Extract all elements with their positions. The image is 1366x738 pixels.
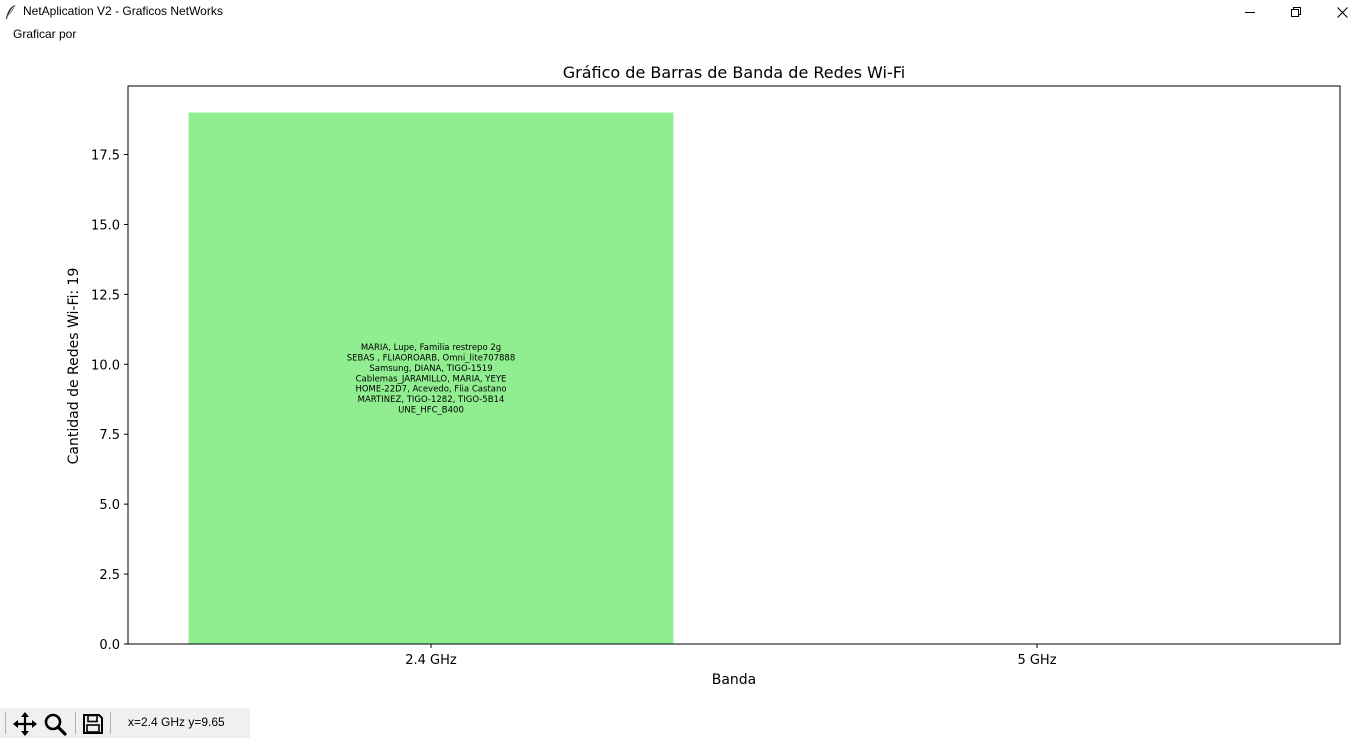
magnifier-icon [44, 713, 67, 736]
close-button[interactable] [1319, 0, 1365, 24]
window-title: NetAplication V2 - Graficos NetWorks [23, 4, 223, 18]
bar-2-4-ghz [188, 112, 674, 645]
toolbar-separator [5, 712, 6, 734]
move-arrows-icon [13, 712, 37, 736]
y-tick-label: 2.5 [99, 568, 120, 583]
toolbar-separator [75, 712, 76, 734]
menu-graficar-por[interactable]: Graficar por [13, 27, 77, 41]
close-icon [1336, 6, 1348, 18]
toolbar-separator [110, 712, 111, 734]
title-bar: NetAplication V2 - Graficos NetWorks [0, 0, 1366, 24]
y-tick-label: 15.0 [91, 218, 120, 233]
y-tick-label: 12.5 [91, 288, 120, 303]
y-axis-label: Cantidad de Redes Wi-Fi: 19 [66, 268, 82, 465]
restore-icon [1291, 7, 1301, 17]
menu-bar: Graficar por [0, 24, 1366, 44]
x-tick-label: 2.4 GHz [405, 653, 457, 668]
bar-annotation-line: UNE_HFC_B400 [398, 405, 464, 415]
bar-annotation-line: Cablemas_JARAMILLO, MARIA, YEYE [356, 374, 507, 384]
save-button[interactable] [80, 711, 106, 737]
x-tick-label: 5 GHz [1017, 653, 1056, 668]
feather-icon [6, 4, 16, 19]
bar-annotation-line: MARTINEZ, TIGO-1282, TIGO-5B14 [358, 395, 505, 405]
y-tick-label: 0.0 [99, 638, 120, 653]
coordinate-readout: x=2.4 GHz y=9.65 [128, 715, 225, 729]
bar-annotation-line: Samsung, DIANA, TIGO-1519 [369, 364, 492, 374]
restore-button[interactable] [1273, 0, 1319, 24]
y-tick-label: 7.5 [99, 428, 120, 443]
floppy-disk-icon [83, 714, 103, 734]
bar-annotation-line: SEBAS , FLIAOROARB, Omni_lite707888 [347, 353, 516, 363]
y-tick-label: 10.0 [91, 358, 120, 373]
bar-chart: 0.0 2.5 5.0 7.5 10.0 12.5 15.0 17.5 2.4 GHz 5 GHz… [66, 63, 1341, 688]
pan-button[interactable] [12, 711, 38, 737]
chart-title: Gráfico de Barras de Banda de Redes Wi-F… [563, 63, 905, 82]
x-axis-label: Banda [712, 672, 757, 688]
zoom-button[interactable] [42, 711, 68, 737]
bar-annotation-line: HOME-22D7, Acevedo, Flia Castano [355, 385, 506, 395]
minimize-button[interactable] [1227, 0, 1273, 24]
y-tick-label: 5.0 [99, 498, 120, 513]
y-tick-label: 17.5 [91, 149, 120, 164]
navigation-toolbar: x=2.4 GHz y=9.65 [0, 708, 250, 738]
bar-annotation-line: MARIA, Lupe, Familia restrepo 2g [361, 343, 501, 353]
minimize-icon [1245, 12, 1255, 13]
plot-frame [127, 85, 1341, 645]
